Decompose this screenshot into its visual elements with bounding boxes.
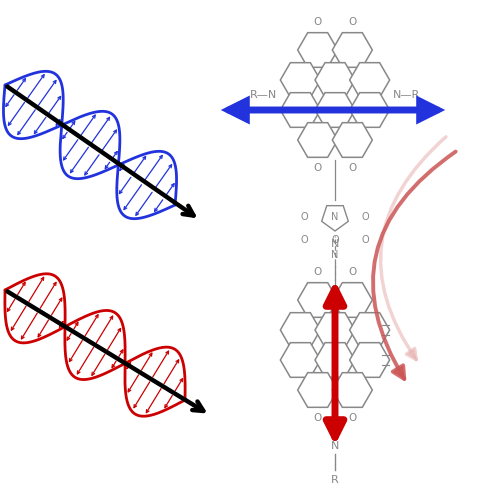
Text: O: O	[362, 235, 370, 245]
Polygon shape	[298, 123, 338, 157]
Text: N: N	[332, 212, 338, 222]
Text: O: O	[331, 235, 339, 245]
Polygon shape	[322, 206, 348, 231]
Polygon shape	[298, 373, 338, 407]
Polygon shape	[315, 93, 355, 127]
FancyArrowPatch shape	[373, 151, 456, 379]
Text: R—N: R—N	[250, 90, 277, 100]
Text: O: O	[314, 163, 322, 173]
Text: O: O	[348, 17, 356, 27]
Polygon shape	[315, 343, 355, 377]
Polygon shape	[280, 63, 320, 97]
Polygon shape	[350, 93, 390, 127]
Polygon shape	[332, 373, 372, 407]
Text: O: O	[300, 212, 308, 222]
Text: O: O	[314, 413, 322, 423]
Text: N—R: N—R	[393, 90, 420, 100]
Polygon shape	[332, 123, 372, 157]
Polygon shape	[350, 313, 390, 347]
Polygon shape	[280, 343, 320, 377]
Text: O: O	[314, 17, 322, 27]
Text: N: N	[331, 441, 339, 451]
Polygon shape	[280, 93, 320, 127]
Polygon shape	[315, 63, 355, 97]
Polygon shape	[350, 343, 390, 377]
Text: O: O	[362, 212, 370, 222]
FancyArrowPatch shape	[380, 137, 446, 360]
Text: N: N	[331, 239, 339, 249]
Polygon shape	[332, 33, 372, 67]
Text: N: N	[332, 250, 338, 260]
Text: R: R	[331, 475, 339, 485]
Text: O: O	[348, 267, 356, 277]
Text: O: O	[300, 235, 308, 245]
Text: O: O	[348, 413, 356, 423]
Polygon shape	[298, 283, 338, 317]
Polygon shape	[298, 33, 338, 67]
Text: O: O	[314, 267, 322, 277]
Text: O: O	[348, 163, 356, 173]
Polygon shape	[332, 283, 372, 317]
Polygon shape	[350, 63, 390, 97]
Polygon shape	[280, 313, 320, 347]
Polygon shape	[315, 313, 355, 347]
